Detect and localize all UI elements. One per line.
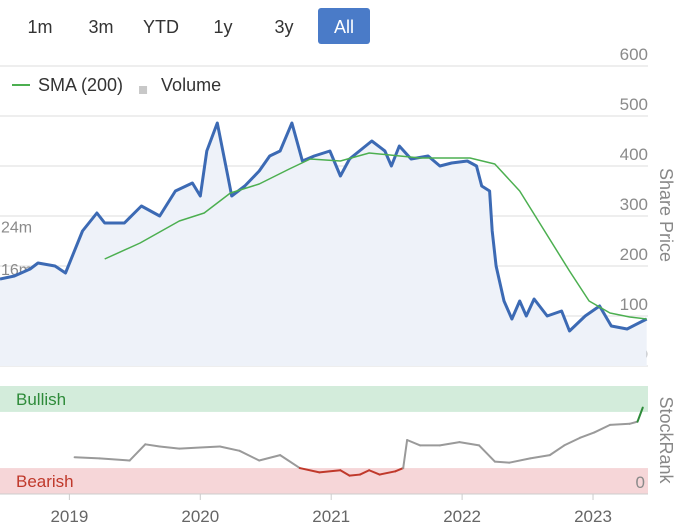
legend-swatch xyxy=(139,86,148,94)
button-label: All xyxy=(334,17,354,37)
y-tick-label: 24m xyxy=(1,220,32,237)
rank-segment xyxy=(144,443,161,448)
rank-segment xyxy=(73,456,101,460)
button-label: 1y xyxy=(213,17,232,37)
y2-tick-label: 100 xyxy=(620,295,648,314)
rank-segment xyxy=(218,445,241,452)
rank-segment xyxy=(636,406,644,423)
rank-segment xyxy=(238,449,261,462)
button-label: 1m xyxy=(27,17,52,37)
sma-line xyxy=(104,152,647,320)
price-area xyxy=(0,123,647,366)
button-label: 3y xyxy=(274,17,293,37)
rank-segment xyxy=(199,445,221,449)
rank-segment xyxy=(339,469,351,477)
y-axis-title: StockRank xyxy=(656,396,676,484)
y2-tick-label: 600 xyxy=(620,45,648,64)
rank-segment xyxy=(394,467,405,473)
rank-band xyxy=(0,386,648,412)
button-label: 3m xyxy=(88,17,113,37)
rank-segment xyxy=(406,439,422,447)
rank-segment xyxy=(378,470,397,476)
x-tick-label: 2019 xyxy=(50,507,88,526)
x-tick-label: 2023 xyxy=(574,507,612,526)
legend-label: Volume xyxy=(161,75,221,95)
rank-segment xyxy=(158,445,181,450)
rank-segment xyxy=(458,441,481,447)
rank-segment xyxy=(298,467,321,474)
rank-segment xyxy=(493,460,511,464)
rank-segment xyxy=(578,431,596,439)
y2-tick-label: 300 xyxy=(620,195,648,214)
y2-tick-label: 500 xyxy=(620,95,648,114)
y-tick-label: 0 xyxy=(636,473,645,492)
range-button[interactable]: 1m xyxy=(27,17,52,37)
button-label: YTD xyxy=(143,17,179,37)
rank-segment xyxy=(178,446,202,450)
legend-label: SMA (200) xyxy=(38,75,123,95)
legend-item[interactable]: SMA (200) xyxy=(12,75,123,95)
rank-segment xyxy=(438,441,461,447)
y2-tick-label: 400 xyxy=(620,145,648,164)
rank-segment xyxy=(609,422,631,426)
range-button[interactable]: 3m xyxy=(88,17,113,37)
rank-segment xyxy=(628,420,639,425)
band-label: Bearish xyxy=(16,472,74,491)
range-button[interactable]: All xyxy=(318,8,370,44)
rank-segment xyxy=(128,443,147,462)
band-label: Bullish xyxy=(16,390,66,409)
rank-segment xyxy=(478,444,496,463)
x-tick-label: 2022 xyxy=(443,507,481,526)
legend-item[interactable]: Volume xyxy=(139,75,221,95)
rank-segment xyxy=(508,457,532,464)
x-tick-label: 2020 xyxy=(181,507,219,526)
rank-segment xyxy=(359,469,371,476)
rank-segment xyxy=(402,439,409,470)
range-button[interactable]: 1y xyxy=(213,17,232,37)
rank-segment xyxy=(258,454,282,462)
rank-segment xyxy=(348,473,361,477)
range-button[interactable]: 3y xyxy=(274,17,293,37)
rank-segment xyxy=(548,444,566,457)
rank-segment xyxy=(98,457,131,462)
x-tick-label: 2021 xyxy=(312,507,350,526)
rank-segment xyxy=(279,454,301,470)
price-line xyxy=(0,121,648,333)
rank-segment xyxy=(563,436,581,447)
rank-segment xyxy=(593,423,612,434)
rank-segment xyxy=(368,469,381,476)
y2-tick-label: 200 xyxy=(620,245,648,264)
rank-segment xyxy=(318,469,342,474)
rank-segment xyxy=(529,454,551,460)
y2-axis-title: Share Price xyxy=(656,168,676,262)
button-bg xyxy=(318,8,370,44)
range-button[interactable]: YTD xyxy=(143,17,179,37)
